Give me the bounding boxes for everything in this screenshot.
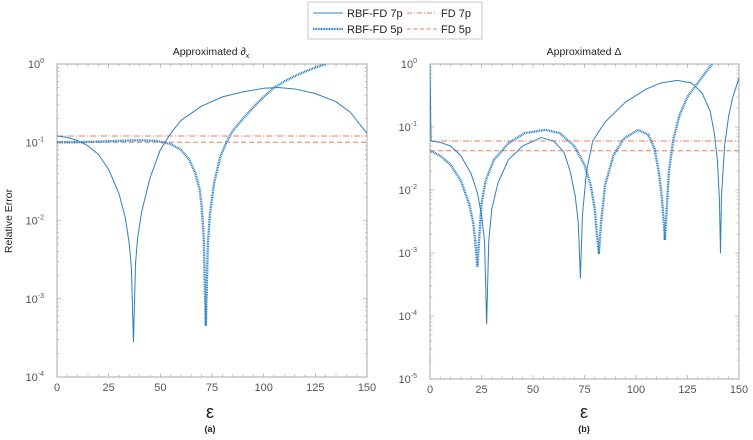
- x-tick-label: 0: [427, 384, 433, 396]
- y-tick-label: 10-1: [26, 136, 45, 149]
- x-tick-label: 75: [578, 384, 590, 396]
- plot-area: [56, 63, 368, 378]
- y-tick-label: 10-4: [399, 310, 418, 323]
- panel-a-title: Approximated ∂x: [173, 46, 250, 60]
- panel-b-title: Approximated Δ: [547, 46, 622, 58]
- y-tick-label: 10-3: [399, 247, 418, 260]
- y-tick-label: 10-4: [26, 371, 45, 384]
- y-tick-label: 100: [28, 58, 44, 71]
- legend-label-fd-5p: FD 5p: [441, 24, 471, 36]
- panel-b-xlabel: ε: [580, 402, 588, 422]
- x-tick-label: 125: [678, 384, 696, 396]
- y-tick-label: 10-2: [399, 184, 418, 197]
- panel-b: Approximated Δ ε (b) 0 25 50 75 100 125 150 100…: [399, 46, 749, 434]
- x-tick-label: 50: [154, 382, 166, 394]
- x-tick-label: 25: [475, 384, 487, 396]
- x-tick-label: 25: [103, 382, 115, 394]
- x-tick-label: 75: [206, 382, 218, 394]
- x-tick-label: 100: [254, 382, 272, 394]
- series-rbf-fd-7p: [57, 87, 367, 343]
- x-tick-label: 125: [306, 382, 324, 394]
- panel-a-caption: (a): [205, 424, 216, 434]
- x-tick-label: 150: [730, 384, 748, 396]
- y-tick-label: 10-2: [26, 215, 45, 228]
- plot-area: [429, 63, 740, 380]
- legend: RBF-FD 7p FD 7p RBF-FD 5p FD 5p: [307, 1, 483, 40]
- y-tick-label: 10-5: [399, 373, 418, 386]
- panel-a-xlabel: ε: [206, 402, 214, 422]
- x-tick-label: 150: [358, 382, 376, 394]
- panel-a-ylabel: Relative Error: [3, 188, 15, 253]
- series-rbf-fd-5p: [57, 64, 327, 328]
- legend-box: [307, 1, 483, 40]
- legend-label-rbf-7p: RBF-FD 7p: [347, 8, 403, 20]
- y-tick-label: 100: [401, 58, 417, 71]
- series-rbf-fd-7p: [430, 64, 739, 325]
- x-tick-label: 0: [54, 382, 60, 394]
- x-tick-label: 100: [627, 384, 645, 396]
- x-tick-label: 50: [527, 384, 539, 396]
- legend-label-rbf-5p: RBF-FD 5p: [347, 24, 403, 36]
- panel-a: Approximated ∂x Relative Error ε (a) 0 25…: [3, 46, 376, 434]
- legend-label-fd-7p: FD 7p: [441, 8, 471, 20]
- y-tick-label: 10-1: [399, 121, 418, 134]
- panel-b-caption: (b): [578, 424, 590, 434]
- y-tick-label: 10-3: [26, 293, 45, 306]
